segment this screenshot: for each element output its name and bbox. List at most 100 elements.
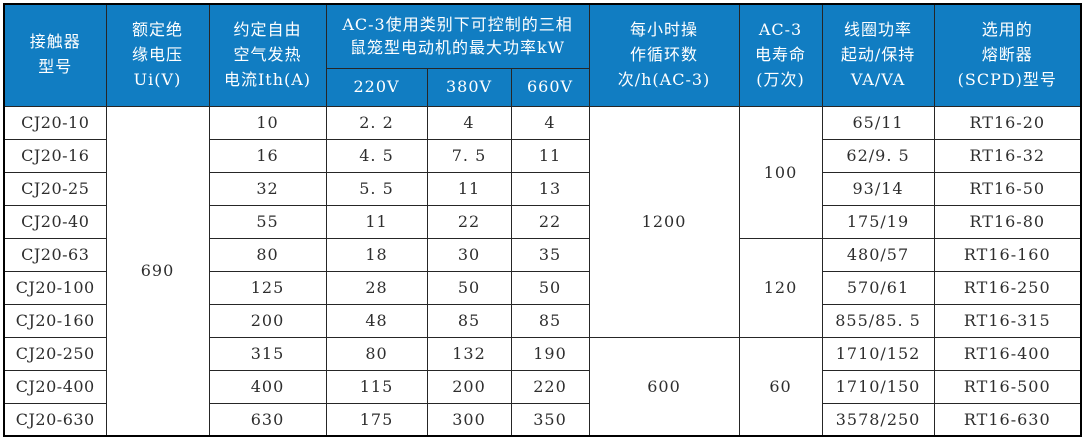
- contactor-spec-table: 接触器 型号 额定绝 缘电压 Ui(V) 约定自由 空气发热 电流Ith(A) …: [3, 3, 1083, 437]
- table-row: CJ20-250 315 80 132 190 600 60 1710/152 RT16-400: [3, 336, 1082, 437]
- cell-kw660: 4: [510, 105, 590, 140]
- header-ith: 约定自由 空气发热 电流Ith(A): [208, 3, 327, 107]
- header-cycles: 每小时操 作循环数 次/h(AC-3): [588, 3, 740, 107]
- cell-kw380: 11: [426, 171, 512, 206]
- cell-fuse: RT16-160: [933, 237, 1082, 272]
- cell-ith: 55: [208, 204, 327, 239]
- cell-fuse: RT16-20: [933, 105, 1082, 140]
- cell-kw220: 5. 5: [325, 171, 428, 206]
- table-row: CJ20-10 690 10 2. 2 4 4 1200 100 65/11 RT16-20: [3, 105, 1082, 437]
- cell-fuse: RT16-32: [933, 138, 1082, 173]
- cell-kw220: 175: [325, 402, 428, 437]
- header-ui: 额定绝 缘电压 Ui(V): [105, 3, 210, 107]
- cell-coil: 65/11: [821, 105, 935, 140]
- cell-ith: 10: [208, 105, 327, 140]
- cell-ith: 125: [208, 270, 327, 305]
- cell-life: 60: [738, 336, 823, 437]
- cell-model: CJ20-25: [3, 171, 107, 206]
- cell-kw660: 35: [510, 237, 590, 272]
- cell-kw220: 11: [325, 204, 428, 239]
- cell-model: CJ20-400: [3, 369, 107, 404]
- cell-model: CJ20-250: [3, 336, 107, 371]
- cell-kw660: 11: [510, 138, 590, 173]
- table-row: CJ20-63 80 18 30 35 120 480/57 RT16-160: [3, 237, 1082, 338]
- cell-kw660: 85: [510, 303, 590, 338]
- cell-kw380: 22: [426, 204, 512, 239]
- cell-model: CJ20-160: [3, 303, 107, 338]
- cell-coil: 480/57: [821, 237, 935, 272]
- cell-cycles: 600: [588, 336, 740, 437]
- cell-coil: 62/9. 5: [821, 138, 935, 173]
- cell-kw220: 4. 5: [325, 138, 428, 173]
- cell-model: CJ20-40: [3, 204, 107, 239]
- header-coil: 线圈功率 起动/保持 VA/VA: [821, 3, 935, 107]
- header-kw-group: AC-3使用类别下可控制的三相 鼠笼型电动机的最大功率kW: [325, 3, 590, 69]
- cell-ith: 200: [208, 303, 327, 338]
- cell-fuse: RT16-50: [933, 171, 1082, 206]
- table-row: CJ20-25 32 5. 5 11 13 93/14 RT16-50: [3, 171, 1082, 206]
- cell-kw380: 50: [426, 270, 512, 305]
- cell-coil: 175/19: [821, 204, 935, 239]
- cell-coil: 1710/150: [821, 369, 935, 404]
- cell-model: CJ20-63: [3, 237, 107, 272]
- cell-coil: 855/85. 5: [821, 303, 935, 338]
- cell-kw660: 13: [510, 171, 590, 206]
- cell-kw660: 350: [510, 402, 590, 437]
- cell-fuse: RT16-80: [933, 204, 1082, 239]
- cell-kw380: 132: [426, 336, 512, 371]
- table-row: CJ20-100 125 28 50 50 570/61 RT16-250: [3, 270, 1082, 305]
- cell-kw380: 85: [426, 303, 512, 338]
- cell-kw380: 4: [426, 105, 512, 140]
- cell-coil: 93/14: [821, 171, 935, 206]
- table-row: CJ20-40 55 11 22 22 175/19 RT16-80: [3, 204, 1082, 239]
- cell-cycles: 1200: [588, 105, 740, 338]
- cell-kw380: 300: [426, 402, 512, 437]
- table-row: CJ20-400 400 115 200 220 1710/150 RT16-500: [3, 369, 1082, 404]
- cell-kw220: 28: [325, 270, 428, 305]
- cell-kw660: 22: [510, 204, 590, 239]
- cell-model: CJ20-100: [3, 270, 107, 305]
- cell-ith: 32: [208, 171, 327, 206]
- cell-kw380: 7. 5: [426, 138, 512, 173]
- cell-life: 100: [738, 105, 823, 239]
- table-header: 接触器 型号 额定绝 缘电压 Ui(V) 约定自由 空气发热 电流Ith(A) …: [3, 3, 1082, 107]
- cell-fuse: RT16-400: [933, 336, 1082, 371]
- cell-kw220: 2. 2: [325, 105, 428, 140]
- cell-fuse: RT16-500: [933, 369, 1082, 404]
- cell-ith: 400: [208, 369, 327, 404]
- cell-fuse: RT16-315: [933, 303, 1082, 338]
- cell-ith: 630: [208, 402, 327, 437]
- cell-kw380: 200: [426, 369, 512, 404]
- header-fuse: 选用的 熔断器 (SCPD)型号: [933, 3, 1082, 107]
- cell-fuse: RT16-250: [933, 270, 1082, 305]
- cell-kw660: 50: [510, 270, 590, 305]
- header-model: 接触器 型号: [3, 3, 107, 107]
- header-kw-220v: 220V: [325, 67, 428, 107]
- cell-life: 120: [738, 237, 823, 338]
- cell-kw660: 190: [510, 336, 590, 371]
- cell-ith: 80: [208, 237, 327, 272]
- cell-ith: 315: [208, 336, 327, 371]
- cell-ith: 16: [208, 138, 327, 173]
- table-row: CJ20-160 200 48 85 85 855/85. 5 RT16-315: [3, 303, 1082, 338]
- cell-model: CJ20-16: [3, 138, 107, 173]
- cell-model: CJ20-630: [3, 402, 107, 437]
- cell-fuse: RT16-630: [933, 402, 1082, 437]
- table-row: CJ20-16 16 4. 5 7. 5 11 62/9. 5 RT16-32: [3, 138, 1082, 173]
- header-life: AC-3 电寿命 (万次): [738, 3, 823, 107]
- cell-coil: 3578/250: [821, 402, 935, 437]
- table-row: CJ20-630 630 175 300 350 3578/250 RT16-630: [3, 402, 1082, 437]
- header-kw-380v: 380V: [426, 67, 512, 107]
- cell-kw220: 48: [325, 303, 428, 338]
- header-kw-660v: 660V: [510, 67, 590, 107]
- table-body: CJ20-10 690 10 2. 2 4 4 1200 100 65/11 RT16-20 CJ2…: [3, 105, 1082, 437]
- cell-kw220: 80: [325, 336, 428, 371]
- cell-kw380: 30: [426, 237, 512, 272]
- cell-coil: 570/61: [821, 270, 935, 305]
- cell-kw660: 220: [510, 369, 590, 404]
- cell-ui: 690: [105, 105, 210, 437]
- cell-model: CJ20-10: [3, 105, 107, 140]
- cell-kw220: 115: [325, 369, 428, 404]
